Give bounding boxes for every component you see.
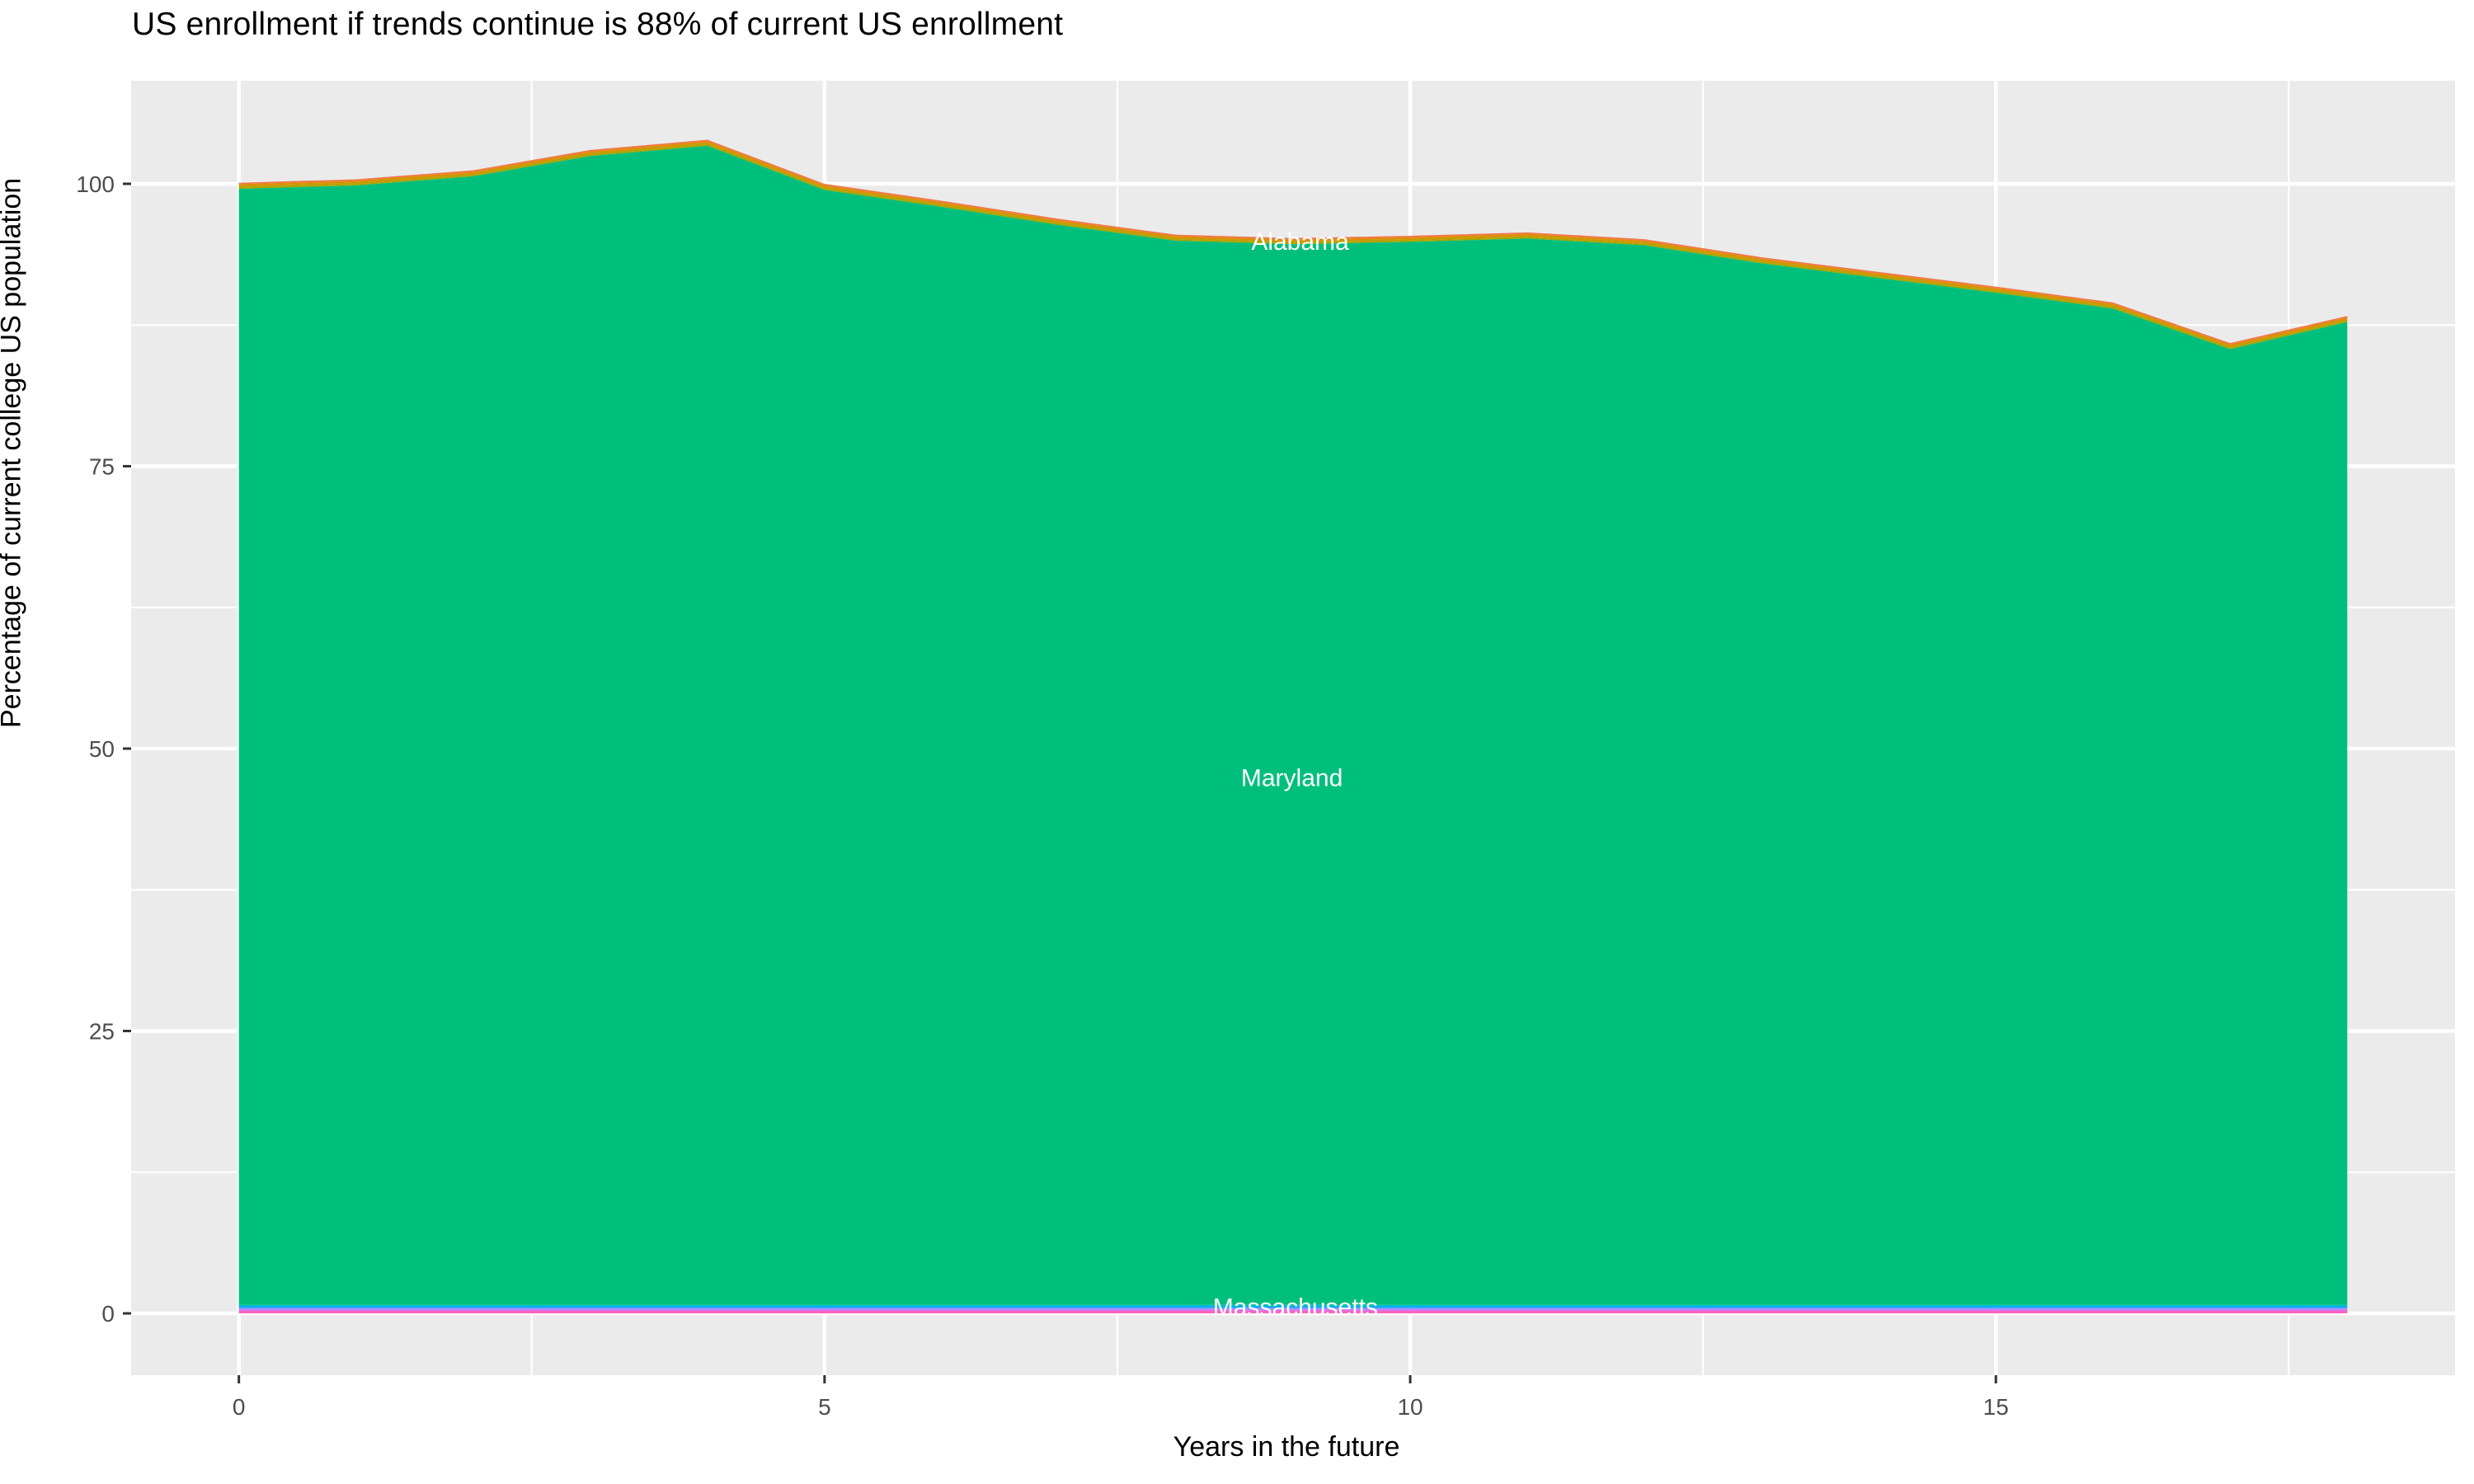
- lower-stripe-teal: [238, 1304, 2348, 1307]
- chart-title: US enrollment if trends continue is 88% …: [132, 7, 1064, 42]
- x-tick-label: 0: [233, 1394, 246, 1420]
- y-axis-title: Percentage of current college US populat…: [0, 177, 27, 728]
- lower-stripe-blue: [238, 1306, 2348, 1308]
- y-tick-label: 25: [89, 1019, 115, 1045]
- lower-stripe-periwinkle: [238, 1308, 2348, 1310]
- x-tick-label: 5: [818, 1394, 831, 1420]
- x-axis-title-text: Years in the future: [1173, 1431, 1400, 1463]
- y-tick-label: 100: [76, 171, 115, 197]
- area-maryland: [238, 146, 2348, 1305]
- x-axis-title: Years in the future: [0, 1431, 2474, 1463]
- lower-stripe-violet: [238, 1309, 2348, 1312]
- y-tick-label: 0: [101, 1301, 115, 1327]
- y-tick-label: 75: [89, 453, 115, 479]
- area-label-maryland: Maryland: [1241, 765, 1343, 792]
- area-label-massachusetts: Massachusetts: [1213, 1294, 1378, 1322]
- lower-stripe-pink: [238, 1311, 2348, 1314]
- x-tick-label: 10: [1397, 1394, 1423, 1420]
- y-tick-label: 50: [89, 736, 115, 762]
- x-tick-label: 15: [1983, 1394, 2009, 1420]
- area-label-alabama: Alabama: [1251, 228, 1349, 256]
